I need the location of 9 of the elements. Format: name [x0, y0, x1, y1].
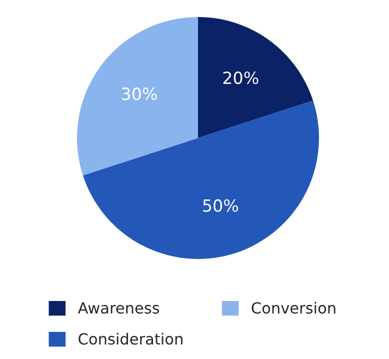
legend-label: Awareness — [78, 302, 160, 314]
legend-label: Consideration — [78, 332, 182, 345]
data-label: 20% — [223, 71, 258, 84]
pie-slice — [198, 17, 314, 138]
pie-slice — [82, 100, 319, 259]
data-label: 30% — [122, 88, 157, 100]
data-label: 50% — [203, 199, 238, 212]
legend-label: Conversion — [252, 302, 336, 314]
pie-slice — [77, 17, 198, 176]
